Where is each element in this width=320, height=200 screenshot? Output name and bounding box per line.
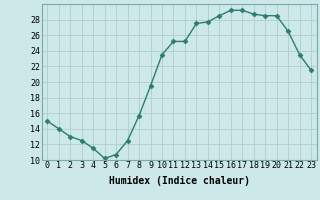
X-axis label: Humidex (Indice chaleur): Humidex (Indice chaleur): [109, 176, 250, 186]
